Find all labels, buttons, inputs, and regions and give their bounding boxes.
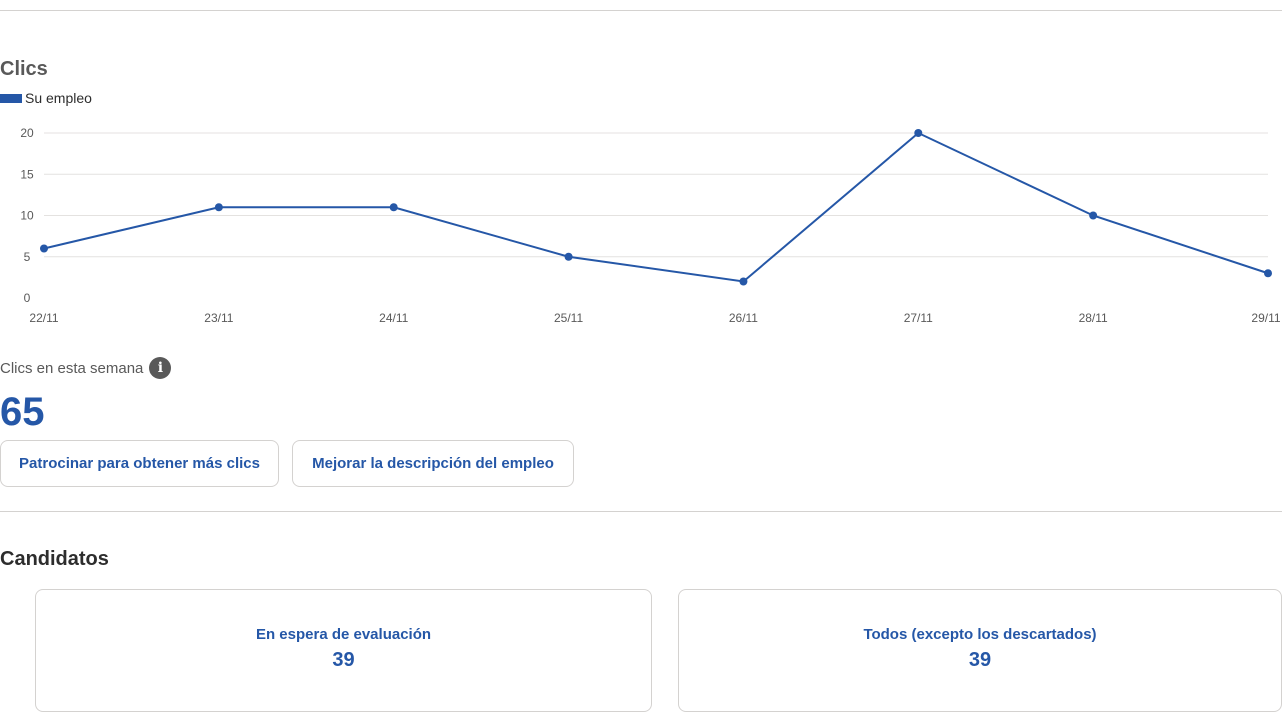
y-tick-label: 0 — [24, 291, 31, 305]
section-divider — [0, 511, 1282, 512]
x-tick-label: 25/11 — [554, 311, 583, 325]
all-candidates-label: Todos (excepto los descartados) — [863, 626, 1097, 643]
x-tick-label: 26/11 — [729, 311, 758, 325]
y-tick-label: 5 — [24, 250, 31, 264]
data-point — [1089, 211, 1098, 220]
sponsor-button[interactable]: Patrocinar para obtener más clics — [0, 440, 279, 487]
info-icon[interactable]: i — [149, 357, 172, 379]
clicks-title: Clics — [0, 58, 48, 80]
data-point — [214, 203, 223, 212]
y-tick-label: 15 — [20, 167, 34, 181]
legend-label: Su empleo — [25, 90, 92, 106]
top-divider — [0, 10, 1282, 11]
x-tick-label: 22/11 — [29, 311, 58, 325]
data-point — [1264, 269, 1272, 278]
clicks-chart: 0 5 10 15 20 22/11 23/11 24/11 25/11 26/11 27/11 28… — [20, 126, 1281, 325]
data-point — [739, 277, 748, 286]
pending-review-count: 39 — [332, 649, 355, 671]
data-point — [914, 129, 923, 137]
x-tick-label: 23/11 — [204, 311, 233, 325]
data-point — [389, 203, 398, 212]
y-tick-label: 10 — [20, 209, 34, 223]
legend-swatch — [0, 93, 22, 103]
pending-review-label: En espera de evaluación — [255, 626, 432, 643]
x-tick-label: 27/11 — [904, 311, 933, 325]
x-tick-label: 28/11 — [1079, 311, 1108, 325]
x-tick-label: 24/11 — [379, 311, 408, 325]
all-candidates-count: 39 — [968, 649, 992, 671]
week-clicks-label: Clics en esta semana — [0, 359, 144, 377]
candidates-title: Candidatos — [0, 548, 109, 570]
pending-review-card[interactable]: En espera de evaluación 39 — [35, 589, 652, 712]
all-candidates-card[interactable]: Todos (excepto los descartados) 39 — [678, 589, 1282, 712]
y-tick-label: 20 — [20, 126, 34, 140]
improve-description-button[interactable]: Mejorar la descripción del empleo — [292, 440, 574, 487]
data-point — [40, 244, 48, 253]
data-point — [564, 252, 573, 261]
week-clicks-count: 65 — [0, 390, 45, 434]
chart-legend: Su empleo — [0, 90, 92, 106]
x-tick-label: 29/11 — [1251, 311, 1280, 325]
week-clicks-label-row: Clics en esta semana i — [0, 357, 172, 379]
series-line — [43, 131, 1269, 283]
